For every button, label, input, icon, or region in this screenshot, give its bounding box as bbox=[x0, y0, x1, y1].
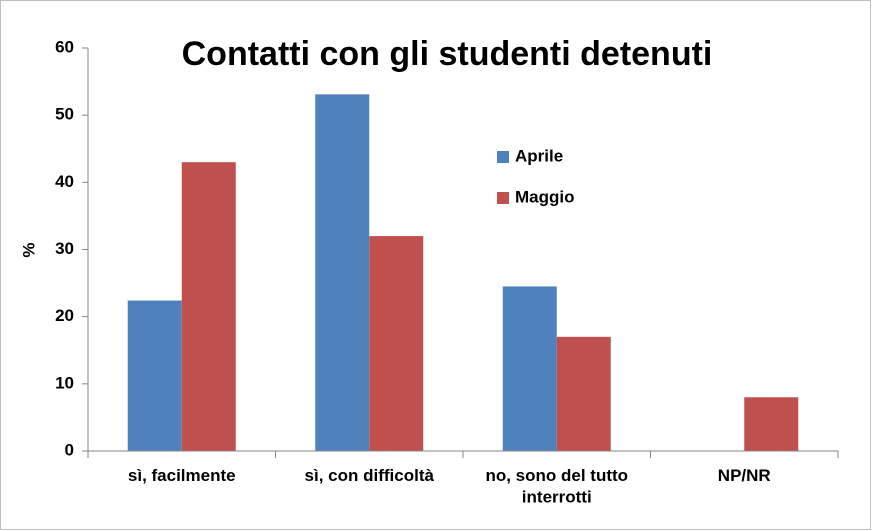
y-axis-label: % bbox=[19, 242, 38, 257]
bar bbox=[315, 94, 370, 451]
x-tick-label: NP/NR bbox=[718, 466, 771, 485]
bar bbox=[502, 286, 557, 451]
bar bbox=[744, 397, 799, 451]
legend-label: Maggio bbox=[515, 187, 575, 206]
y-tick-label: 40 bbox=[55, 172, 74, 191]
x-tick-label: sì, facilmente bbox=[128, 466, 236, 485]
bar bbox=[556, 336, 611, 451]
x-tick-label: no, sono del tutto interrotti bbox=[485, 466, 628, 506]
bar bbox=[369, 236, 424, 451]
y-tick-label: 60 bbox=[55, 37, 74, 56]
x-tick-label: sì, con difficoltà bbox=[305, 466, 435, 485]
y-tick-label: 20 bbox=[55, 306, 74, 325]
bar bbox=[127, 300, 182, 451]
y-tick-label: 50 bbox=[55, 105, 74, 124]
y-tick-label: 30 bbox=[55, 239, 74, 258]
chart-title: Contatti con gli studenti detenuti bbox=[182, 35, 713, 73]
y-tick-label: 0 bbox=[65, 440, 74, 459]
legend-swatch bbox=[497, 151, 509, 163]
legend-swatch bbox=[497, 192, 509, 204]
legend-label: Aprile bbox=[515, 146, 563, 165]
bar bbox=[181, 162, 236, 451]
y-tick-label: 10 bbox=[55, 373, 74, 392]
